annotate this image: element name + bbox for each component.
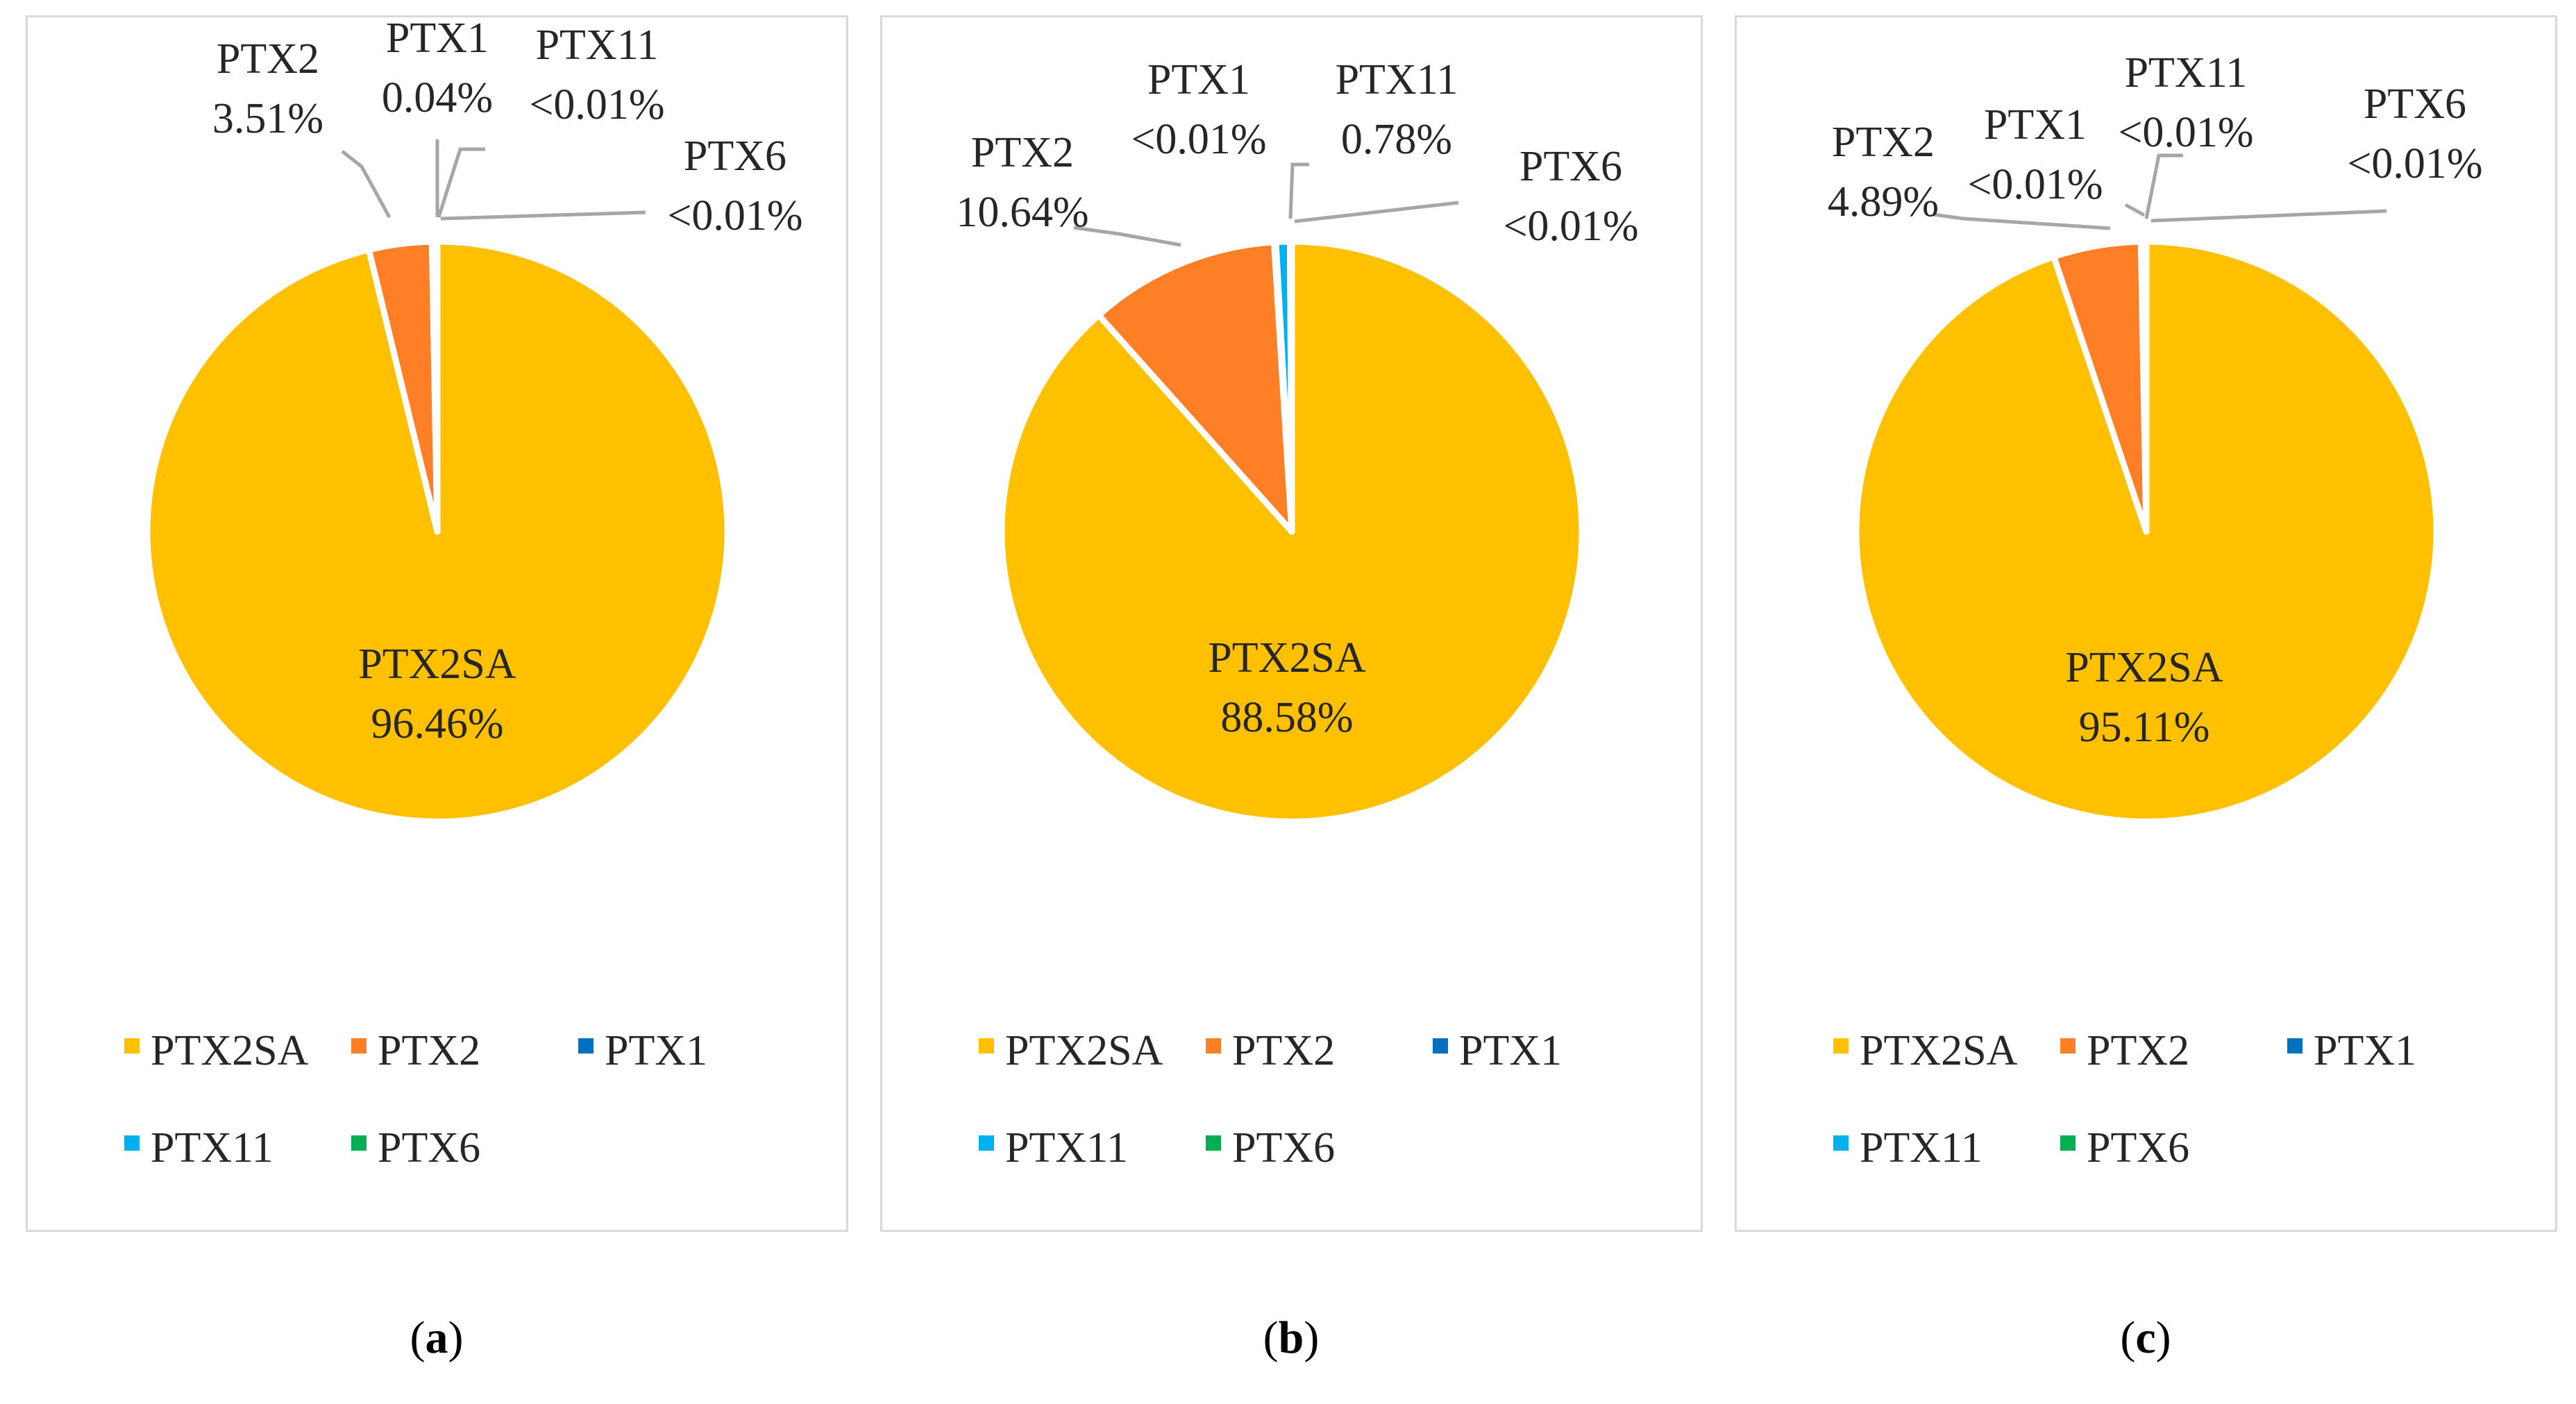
pie-slice-ptx6 [2141, 238, 2150, 535]
legend-swatch-ptx1 [578, 1038, 594, 1054]
slice-value-label: 0.04% [382, 74, 493, 121]
slice-name-label: PTX6 [1519, 143, 1622, 190]
legend-swatch-ptx2sa [124, 1038, 140, 1054]
slice-name-label: PTX2 [971, 129, 1074, 176]
leader-line-ptx6 [1294, 201, 1459, 223]
pie-slice-ptx2 [1095, 239, 1295, 535]
leader-line-ptx1 [2124, 203, 2146, 217]
slice-value-label: 0.78% [1341, 116, 1452, 163]
slice-value-label: <0.01% [667, 192, 802, 239]
slice-value-label: <0.01% [1967, 161, 2103, 208]
pie-chart-b: PTX2SA 88.58% PTX2 10.64% PTX1 <0.01% PTX11 0.7… [956, 56, 1638, 1172]
caption-letter: c [2135, 1312, 2156, 1363]
slice-value-label: 3.51% [212, 95, 323, 142]
legend-label-ptx11: PTX11 [151, 1124, 273, 1172]
caption-letter: a [425, 1312, 448, 1363]
legend-swatch-ptx2sa [979, 1038, 994, 1054]
pie-chart-a: PTX2SA 96.46% PTX2 3.51% PTX1 0.04% PTX11 <0.01… [124, 17, 803, 1172]
slice-value-label: <0.01% [1131, 116, 1266, 163]
slice-value-label: 88.58% [1220, 694, 1353, 741]
slice-value-label: <0.01% [2118, 109, 2253, 156]
slice-name-label: PTX2 [1832, 119, 1935, 166]
leader-line-ptx11 [1288, 162, 1309, 219]
legend-label-ptx11: PTX11 [1860, 1124, 1982, 1172]
pie-labels: PTX2SA 95.11% PTX2 4.89% PTX1 <0.01% PTX11 <0.0… [1828, 49, 2483, 751]
legend-label-ptx1: PTX1 [1459, 1027, 1562, 1074]
slice-name-label: PTX6 [684, 133, 786, 180]
slice-name-label: PTX2SA [1208, 634, 1366, 682]
slice-value-label: <0.01% [1503, 203, 1638, 250]
legend-swatch-ptx11 [1833, 1135, 1849, 1151]
pie-labels: PTX2SA 88.58% PTX2 10.64% PTX1 <0.01% PTX11 0.7… [956, 56, 1638, 741]
slice-value-label: 96.46% [371, 700, 503, 747]
leader-line-ptx6 [2150, 209, 2387, 223]
pie-slices [144, 238, 731, 825]
legend-label-ptx2sa: PTX2SA [1005, 1027, 1163, 1074]
legend-label-ptx6: PTX6 [2087, 1124, 2189, 1172]
slice-value-label: 4.89% [1828, 178, 1939, 226]
legend-label-ptx6: PTX6 [378, 1124, 480, 1172]
legend-swatch-ptx6 [2060, 1135, 2076, 1151]
legend-label-ptx6: PTX6 [1232, 1124, 1335, 1172]
slice-value-label: 95.11% [2079, 704, 2210, 751]
legend-swatch-ptx2sa [1833, 1038, 1849, 1054]
legend-swatch-ptx6 [1206, 1135, 1221, 1151]
pie-labels: PTX2SA 96.46% PTX2 3.51% PTX1 0.04% PTX11 <0.01… [212, 17, 803, 747]
legend-swatch-ptx2 [2060, 1038, 2076, 1054]
slice-name-label: PTX1 [1147, 56, 1250, 103]
legend-swatch-ptx2 [1206, 1038, 1221, 1054]
slice-name-label: PTX2SA [2065, 644, 2223, 691]
legend: PTX2SA PTX2 PTX1 PTX11 PTX6 [1833, 1027, 2416, 1172]
legend-label-ptx11: PTX11 [1005, 1124, 1128, 1172]
panel-caption-a: (a) [410, 1312, 464, 1363]
legend: PTX2SA PTX2 PTX1 PTX11 PTX6 [124, 1027, 707, 1172]
legend-label-ptx2: PTX2 [2087, 1027, 2189, 1074]
slice-name-label: PTX2SA [358, 641, 516, 688]
legend-label-ptx1: PTX1 [2314, 1027, 2416, 1074]
slice-name-label: PTX2 [217, 35, 319, 83]
leader-line-ptx6 [440, 210, 646, 221]
leader-line-ptx11 [2144, 153, 2183, 219]
legend-label-ptx2sa: PTX2SA [1860, 1027, 2018, 1074]
slice-name-label: PTX1 [1984, 101, 2087, 149]
pie-slice-ptx2sa [144, 238, 731, 825]
slice-name-label: PTX6 [2364, 81, 2466, 128]
legend-swatch-ptx11 [124, 1135, 140, 1151]
pie-slices [998, 238, 1585, 825]
pie-slice-ptx6 [432, 238, 441, 535]
pie-chart-panel-b: PTX2SA 88.58% PTX2 10.64% PTX1 <0.01% PTX11 0.7… [880, 15, 1703, 1232]
legend-swatch-ptx1 [1433, 1038, 1448, 1054]
pie-slice-ptx6 [1286, 238, 1295, 535]
pie-chart-panel-a: PTX2SA 96.46% PTX2 3.51% PTX1 0.04% PTX11 <0.01… [26, 15, 848, 1232]
slice-name-label: PTX11 [2125, 49, 2248, 96]
slice-name-label: PTX1 [386, 17, 489, 62]
legend-swatch-ptx11 [979, 1135, 994, 1151]
legend: PTX2SA PTX2 PTX1 PTX11 PTX6 [979, 1027, 1562, 1172]
slice-name-label: PTX11 [1336, 56, 1458, 103]
slice-value-label: <0.01% [529, 81, 664, 128]
legend-label-ptx2: PTX2 [1232, 1027, 1335, 1074]
legend-swatch-ptx2 [351, 1038, 367, 1054]
pie-chart-panel-c: PTX2SA 95.11% PTX2 4.89% PTX1 <0.01% PTX11 <0.0… [1735, 15, 2557, 1232]
pie-slices [1853, 238, 2440, 825]
pie-slice-ptx2sa [1853, 238, 2440, 825]
legend-label-ptx2sa: PTX2SA [151, 1027, 309, 1074]
legend-swatch-ptx1 [2287, 1038, 2303, 1054]
slice-name-label: PTX11 [536, 22, 659, 69]
leader-line-ptx2 [1933, 212, 2111, 230]
leader-line-ptx2 [341, 150, 392, 219]
legend-label-ptx1: PTX1 [605, 1027, 707, 1074]
panel-caption-b: (b) [1263, 1312, 1320, 1363]
pie-chart-c: PTX2SA 95.11% PTX2 4.89% PTX1 <0.01% PTX11 <0.0… [1828, 49, 2483, 1172]
slice-value-label: 10.64% [956, 189, 1088, 236]
leader-line-ptx2 [1073, 226, 1181, 247]
legend-label-ptx2: PTX2 [378, 1027, 480, 1074]
panel-caption-c: (c) [2120, 1312, 2171, 1363]
leader-line-ptx11 [437, 147, 485, 218]
caption-letter: b [1278, 1312, 1304, 1363]
slice-value-label: <0.01% [2347, 140, 2482, 187]
legend-swatch-ptx6 [351, 1135, 367, 1151]
